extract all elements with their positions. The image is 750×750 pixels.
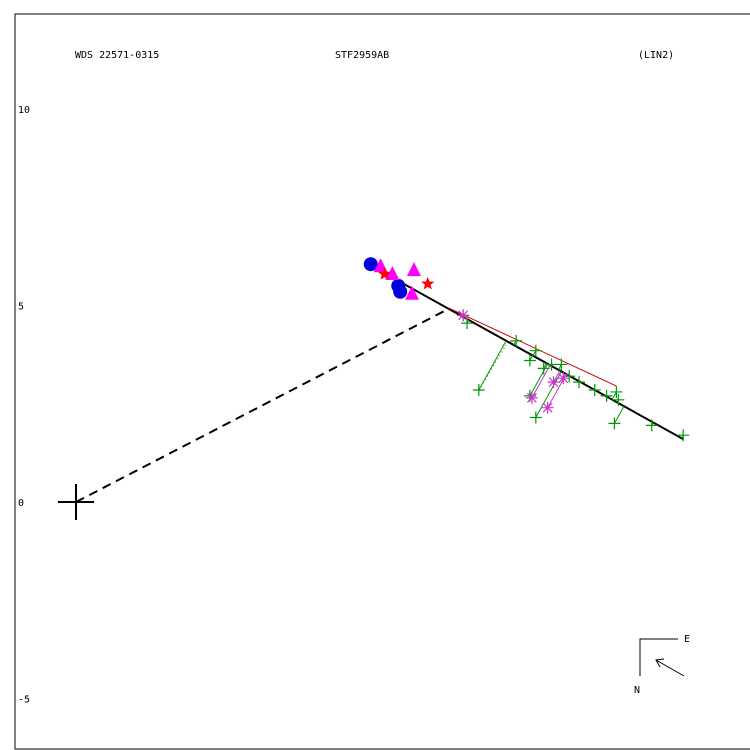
data-point-circle [363, 257, 378, 272]
data-point-asterisk [525, 391, 538, 404]
residual-line [478, 340, 507, 391]
residual-line [553, 370, 561, 383]
data-point-plus [529, 411, 542, 424]
data-point-plus [645, 419, 658, 432]
compass-north-label: N [634, 685, 640, 696]
residual-line [613, 405, 625, 424]
data-point-plus [555, 358, 568, 371]
closest-approach-line [75, 308, 448, 503]
motion-arrow-head [655, 658, 665, 668]
plot-frame [14, 13, 750, 750]
y-tick-label: -5 [18, 695, 30, 706]
header-wds-id: WDS 22571-0315 [75, 50, 159, 61]
fit-line [364, 261, 684, 440]
primary-star-marker [58, 484, 94, 520]
residual-line [531, 364, 551, 399]
data-point-circle [393, 284, 408, 299]
data-point-plus [573, 376, 586, 389]
compass: E N [634, 634, 690, 696]
data-point-plus [529, 344, 542, 357]
y-tick-label: 5 [18, 302, 24, 313]
data-point-plus [537, 362, 550, 375]
data-point-asterisk [557, 372, 570, 385]
compass-axes [639, 638, 678, 676]
data-point-triangle [405, 285, 420, 300]
data-point-plus [510, 334, 523, 347]
data-point-plus [612, 393, 625, 406]
data-point-star [421, 276, 435, 290]
data-point-triangle [406, 262, 421, 277]
data-points [363, 257, 690, 442]
data-point-plus [677, 429, 690, 442]
motion-arrow-shaft [655, 659, 685, 677]
primary-cross [58, 484, 94, 520]
data-point-plus [588, 383, 601, 396]
data-point-plus [523, 354, 536, 367]
y-tick-label: 10 [18, 105, 30, 116]
header-fit: (LIN2) [638, 50, 674, 61]
data-point-plus [610, 385, 623, 398]
data-point-plus [600, 389, 613, 402]
residual-line [611, 391, 617, 400]
data-point-star [377, 267, 392, 280]
data-point-plus [472, 383, 485, 396]
data-point-asterisk [547, 376, 560, 389]
residual-line [529, 363, 549, 397]
fit-line-red-trace [447, 306, 617, 387]
header-discoverer: STF2959AB [335, 50, 389, 61]
compass-east-label: E [684, 634, 690, 645]
y-tick-label: 0 [18, 498, 24, 509]
data-point-plus [608, 417, 621, 430]
y-tick-labels: 10 5 0 -5 [18, 105, 30, 706]
data-point-triangle [385, 266, 400, 281]
data-point-asterisk [541, 401, 554, 414]
data-point-asterisk [457, 309, 470, 322]
